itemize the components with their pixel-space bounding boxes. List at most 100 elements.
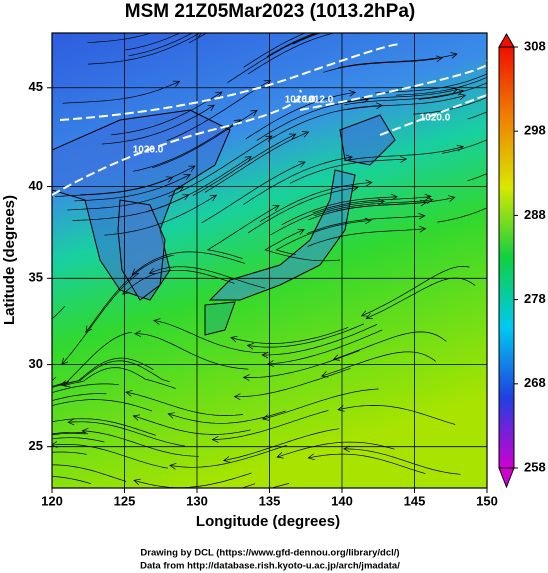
arrow-head [361, 96, 369, 104]
streamline [133, 472, 252, 488]
arrow-head [133, 478, 141, 486]
streamline [467, 173, 487, 182]
arrow-head [148, 267, 157, 275]
arrow-head [169, 462, 177, 470]
arrow-head [400, 156, 408, 163]
streamline [145, 156, 252, 213]
streamline [243, 156, 353, 205]
streamline [52, 383, 119, 393]
x-tick-label: 140 [331, 493, 353, 508]
streamline [52, 376, 56, 382]
arrow-head [173, 511, 179, 517]
colorbar-tick-label: 288 [524, 207, 546, 222]
streamline [206, 205, 280, 259]
streamline [243, 33, 306, 68]
streamline [52, 451, 87, 455]
streamline [275, 220, 372, 256]
arrow-head [288, 133, 297, 140]
arrow-head [222, 456, 231, 463]
streamline [111, 91, 223, 136]
streamline [338, 88, 458, 104]
arrow-head [375, 102, 384, 110]
streamline [52, 399, 153, 412]
arrow-head [337, 405, 345, 412]
streamline [266, 33, 317, 57]
isobar-label: 1012.0 [303, 95, 334, 106]
streamline [276, 441, 395, 458]
x-tick-label: 120 [41, 493, 63, 508]
streamline [52, 476, 91, 485]
streamline [223, 428, 340, 461]
streamline [259, 182, 372, 223]
arrow-head [365, 179, 373, 187]
arrow-head [419, 225, 427, 233]
arrow-head [125, 390, 133, 397]
arrow-head [364, 217, 372, 225]
arrow-head [261, 414, 270, 421]
land [52, 109, 396, 336]
arrow-head [263, 79, 272, 87]
streamline [375, 73, 487, 94]
arrow-head [188, 165, 196, 172]
colorbar-extend-max [498, 32, 515, 48]
streamline [333, 331, 447, 360]
streamline [192, 133, 296, 197]
y-tick-label: 40 [29, 178, 43, 193]
streamline [52, 431, 87, 435]
streamline [125, 391, 243, 416]
colorbar-tick-label: 278 [524, 291, 546, 306]
arrow-head [543, 104, 548, 110]
streamline [413, 96, 487, 115]
streamline [125, 33, 181, 51]
arrow-head [519, 77, 526, 83]
streamline [256, 99, 369, 141]
arrow-head [207, 104, 215, 112]
arrow-head [328, 33, 330, 34]
arrow-head [448, 195, 456, 202]
title: MSM 21Z05Mar2023 (1013.2hPa) [125, 1, 415, 22]
streamline [289, 158, 407, 184]
arrow-head [215, 91, 223, 98]
streamline [133, 415, 251, 435]
streamline [52, 357, 154, 388]
streamline [153, 320, 269, 354]
streamline [346, 94, 466, 111]
streamline [245, 92, 356, 140]
arrow-head [132, 414, 141, 421]
arrow-head [377, 198, 385, 206]
colorbar-tick-label: 308 [524, 38, 546, 53]
streamline [52, 437, 105, 443]
arrow-head [351, 185, 359, 192]
streamline [52, 331, 133, 387]
streamline [60, 360, 170, 386]
credit: Drawing by DCL (https://www.gfd-dennou.o… [140, 548, 399, 559]
streamline [82, 430, 199, 457]
y-tick-label: 45 [29, 79, 43, 94]
streamline [52, 393, 107, 402]
arrow-head [435, 55, 444, 62]
x-tick-label: 145 [404, 493, 426, 508]
isobar [52, 89, 302, 196]
streamline [247, 323, 365, 348]
streamline [308, 453, 426, 474]
streamline [441, 139, 487, 154]
arrow-head [332, 354, 340, 361]
credit: Data from http://database.rish.kyoto-u.a… [140, 561, 400, 572]
arrow-head [35, 406, 42, 412]
streamline [88, 33, 201, 65]
arrow-head [246, 342, 254, 350]
arrow-head [524, 59, 531, 65]
arrow-head [250, 109, 258, 117]
arrow-head [39, 421, 46, 427]
streamline [52, 443, 169, 469]
streamline [437, 207, 487, 223]
arrow-head [67, 418, 75, 426]
streamline [323, 57, 443, 73]
streamline [281, 196, 398, 226]
streamline [52, 464, 127, 482]
streamline [293, 33, 322, 45]
streamline [152, 110, 258, 169]
x-tick-label: 130 [186, 493, 208, 508]
streamline [168, 410, 286, 424]
